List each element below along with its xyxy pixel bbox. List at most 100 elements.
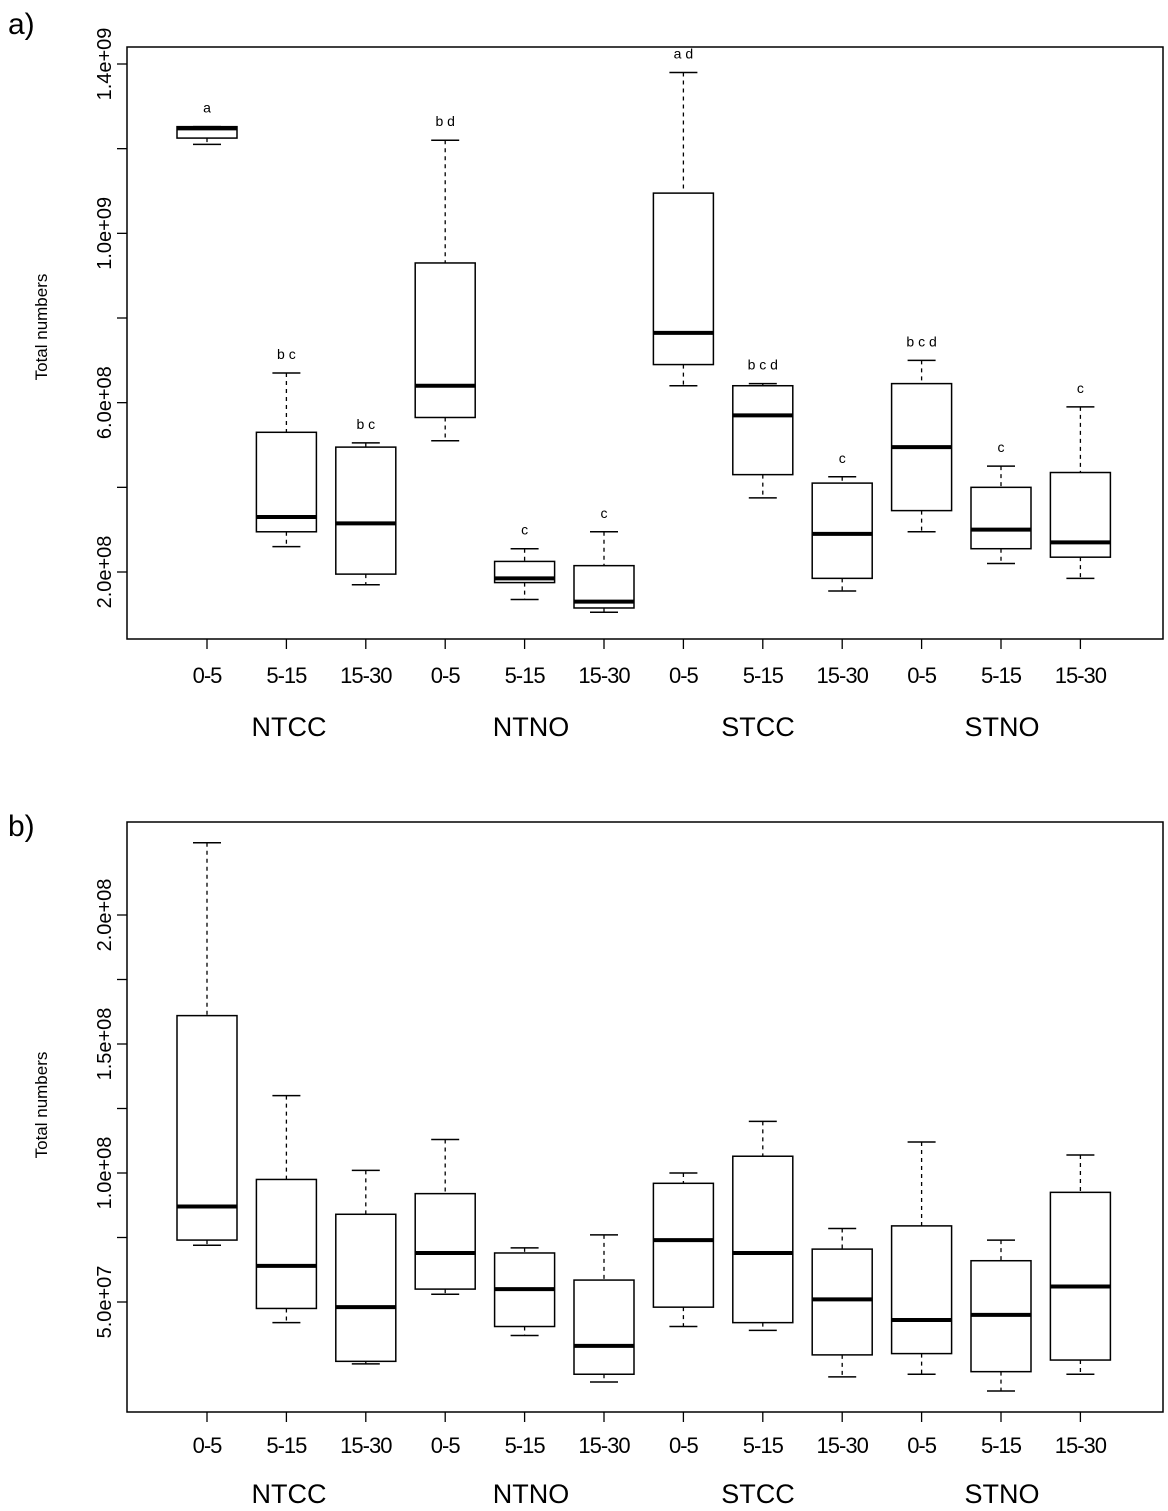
panel-a-box-10: b c d: [890, 333, 953, 533]
iqr-box: [335, 446, 397, 575]
iqr-box: [652, 192, 715, 366]
panel-b-x-tick-label: 5-15: [266, 1433, 307, 1458]
significance-label: b d: [435, 113, 454, 129]
panel-a-box-7: a d: [652, 45, 715, 387]
significance-label: b c: [356, 416, 375, 432]
panel-b-y-tick-label: 5.0e+07: [94, 1266, 116, 1339]
panel-a-x-tick-label: 0-5: [669, 663, 699, 688]
significance-label: b c: [277, 346, 296, 362]
panel-b-x-tick-label: 5-15: [743, 1433, 784, 1458]
panel-a-x-tick-label: 0-5: [193, 663, 223, 688]
significance-label: a: [203, 100, 211, 116]
panel-a-box-11: c: [970, 439, 1032, 565]
panel-a-group-label: STNO: [964, 712, 1039, 742]
panel-b-box-3: [335, 1169, 397, 1365]
panel-a-group-label: NTNO: [493, 712, 570, 742]
significance-label: c: [1077, 380, 1084, 396]
iqr-box: [732, 1155, 794, 1324]
panel-a-x-tick-label: 0-5: [907, 663, 937, 688]
panel-a-box-5: c: [493, 522, 556, 601]
panel-b-box-6: [573, 1234, 635, 1383]
panel-a-group-label: NTCC: [252, 712, 327, 742]
panel-b-x-tick-label: 0-5: [907, 1433, 937, 1458]
panel-a-y-tick-label: 1.0e+09: [94, 197, 116, 270]
panel-a-box-4: b d: [414, 113, 476, 442]
panel-a-plot-frame: [126, 46, 1164, 640]
panel-b-box-7: [652, 1172, 715, 1328]
panel-a-y-tick-label: 6.0e+08: [94, 366, 116, 439]
panel-b: b) Total numbers 5.0e+07 1.0e+08 1.5e+08 2.…: [8, 810, 1164, 1509]
panel-b-box-11: [970, 1239, 1032, 1392]
panel-b-y-axis-label: Total numbers: [32, 1052, 51, 1159]
panel-b-x-tick-label: 15-30: [578, 1433, 630, 1458]
panel-b-box-2: [255, 1094, 318, 1324]
panel-b-x-tick-label: 5-15: [981, 1433, 1022, 1458]
panel-a-y-tick-label: 2.0e+08: [94, 536, 116, 609]
panel-a-box-3: b c: [335, 416, 397, 586]
panel-b-y-tick-label: 1.5e+08: [94, 1008, 116, 1081]
significance-label: b c d: [906, 333, 936, 349]
panel-a-x-tick-label: 15-30: [1055, 663, 1107, 688]
panel-b-y-tick-label: 1.0e+08: [94, 1137, 116, 1210]
panel-a-y-axis-label: Total numbers: [32, 274, 51, 381]
panel-a-x-tick-label: 0-5: [431, 663, 461, 688]
significance-label: c: [839, 450, 846, 466]
panel-a: a) Total numbers 2.0e+08 6.0e+08 1.0e+09 1.…: [8, 8, 1164, 742]
panel-a-box-2: b c: [255, 346, 318, 548]
panel-b-y-tick-label: 2.0e+08: [94, 879, 116, 952]
iqr-box: [255, 1178, 318, 1310]
significance-label: c: [998, 439, 1005, 455]
iqr-box: [1049, 1191, 1112, 1361]
panel-a-x-tick-label: 15-30: [578, 663, 630, 688]
panel-b-plot-frame: [126, 821, 1164, 1413]
panel-a-x-tick-label: 5-15: [981, 663, 1022, 688]
panel-b-box-5: [493, 1247, 556, 1337]
panel-b-x-tick-label: 0-5: [431, 1433, 461, 1458]
panel-b-group-label: NTNO: [493, 1479, 570, 1509]
iqr-box: [414, 262, 476, 419]
significance-label: a d: [674, 45, 693, 61]
panel-a-box-9: c: [811, 450, 873, 592]
panel-a-box-6: c: [573, 505, 635, 613]
panel-b-box-10: [890, 1141, 953, 1375]
iqr-box: [176, 1014, 238, 1241]
panel-b-box-4: [414, 1138, 476, 1296]
panel-a-group-label: STCC: [721, 712, 795, 742]
panel-b-box-9: [811, 1227, 873, 1378]
panel-b-group-label: NTCC: [252, 1479, 327, 1509]
panel-a-x-tick-label: 5-15: [266, 663, 307, 688]
iqr-box: [890, 1225, 953, 1355]
panel-a-x-tick-label: 5-15: [505, 663, 546, 688]
panel-b-box-12: [1049, 1154, 1112, 1375]
panel-b-group-label: STNO: [964, 1479, 1039, 1509]
iqr-box: [811, 482, 873, 580]
iqr-box: [732, 384, 794, 476]
iqr-box: [573, 1279, 635, 1375]
significance-label: c: [601, 505, 608, 521]
panel-a-box-8: b c d: [732, 357, 794, 499]
panel-a-x-tick-label: 5-15: [743, 663, 784, 688]
iqr-box: [335, 1213, 397, 1363]
panel-a-x-tick-label: 15-30: [817, 663, 869, 688]
iqr-box: [970, 486, 1032, 550]
panel-b-x-tick-label: 15-30: [340, 1433, 392, 1458]
panel-a-x-tick-label: 15-30: [340, 663, 392, 688]
iqr-box: [652, 1182, 715, 1308]
panel-b-x-tick-label: 0-5: [193, 1433, 223, 1458]
panel-b-x-tick-label: 15-30: [1055, 1433, 1107, 1458]
panel-b-box-8: [732, 1120, 794, 1332]
significance-label: c: [521, 522, 528, 538]
panel-a-box-12: c: [1049, 380, 1112, 580]
significance-label: b c d: [748, 357, 778, 373]
panel-b-group-label: STCC: [721, 1479, 795, 1509]
panel-b-x-tick-label: 15-30: [817, 1433, 869, 1458]
panel-a-box-1: a: [176, 100, 238, 146]
panel-a-label: a): [8, 8, 35, 41]
panel-b-label: b): [8, 810, 35, 843]
iqr-box: [414, 1192, 476, 1290]
panel-b-box-1: [176, 842, 238, 1246]
panel-a-y-tick-label: 1.4e+09: [94, 28, 116, 101]
panel-b-x-tick-label: 5-15: [505, 1433, 546, 1458]
iqr-box: [811, 1248, 873, 1356]
